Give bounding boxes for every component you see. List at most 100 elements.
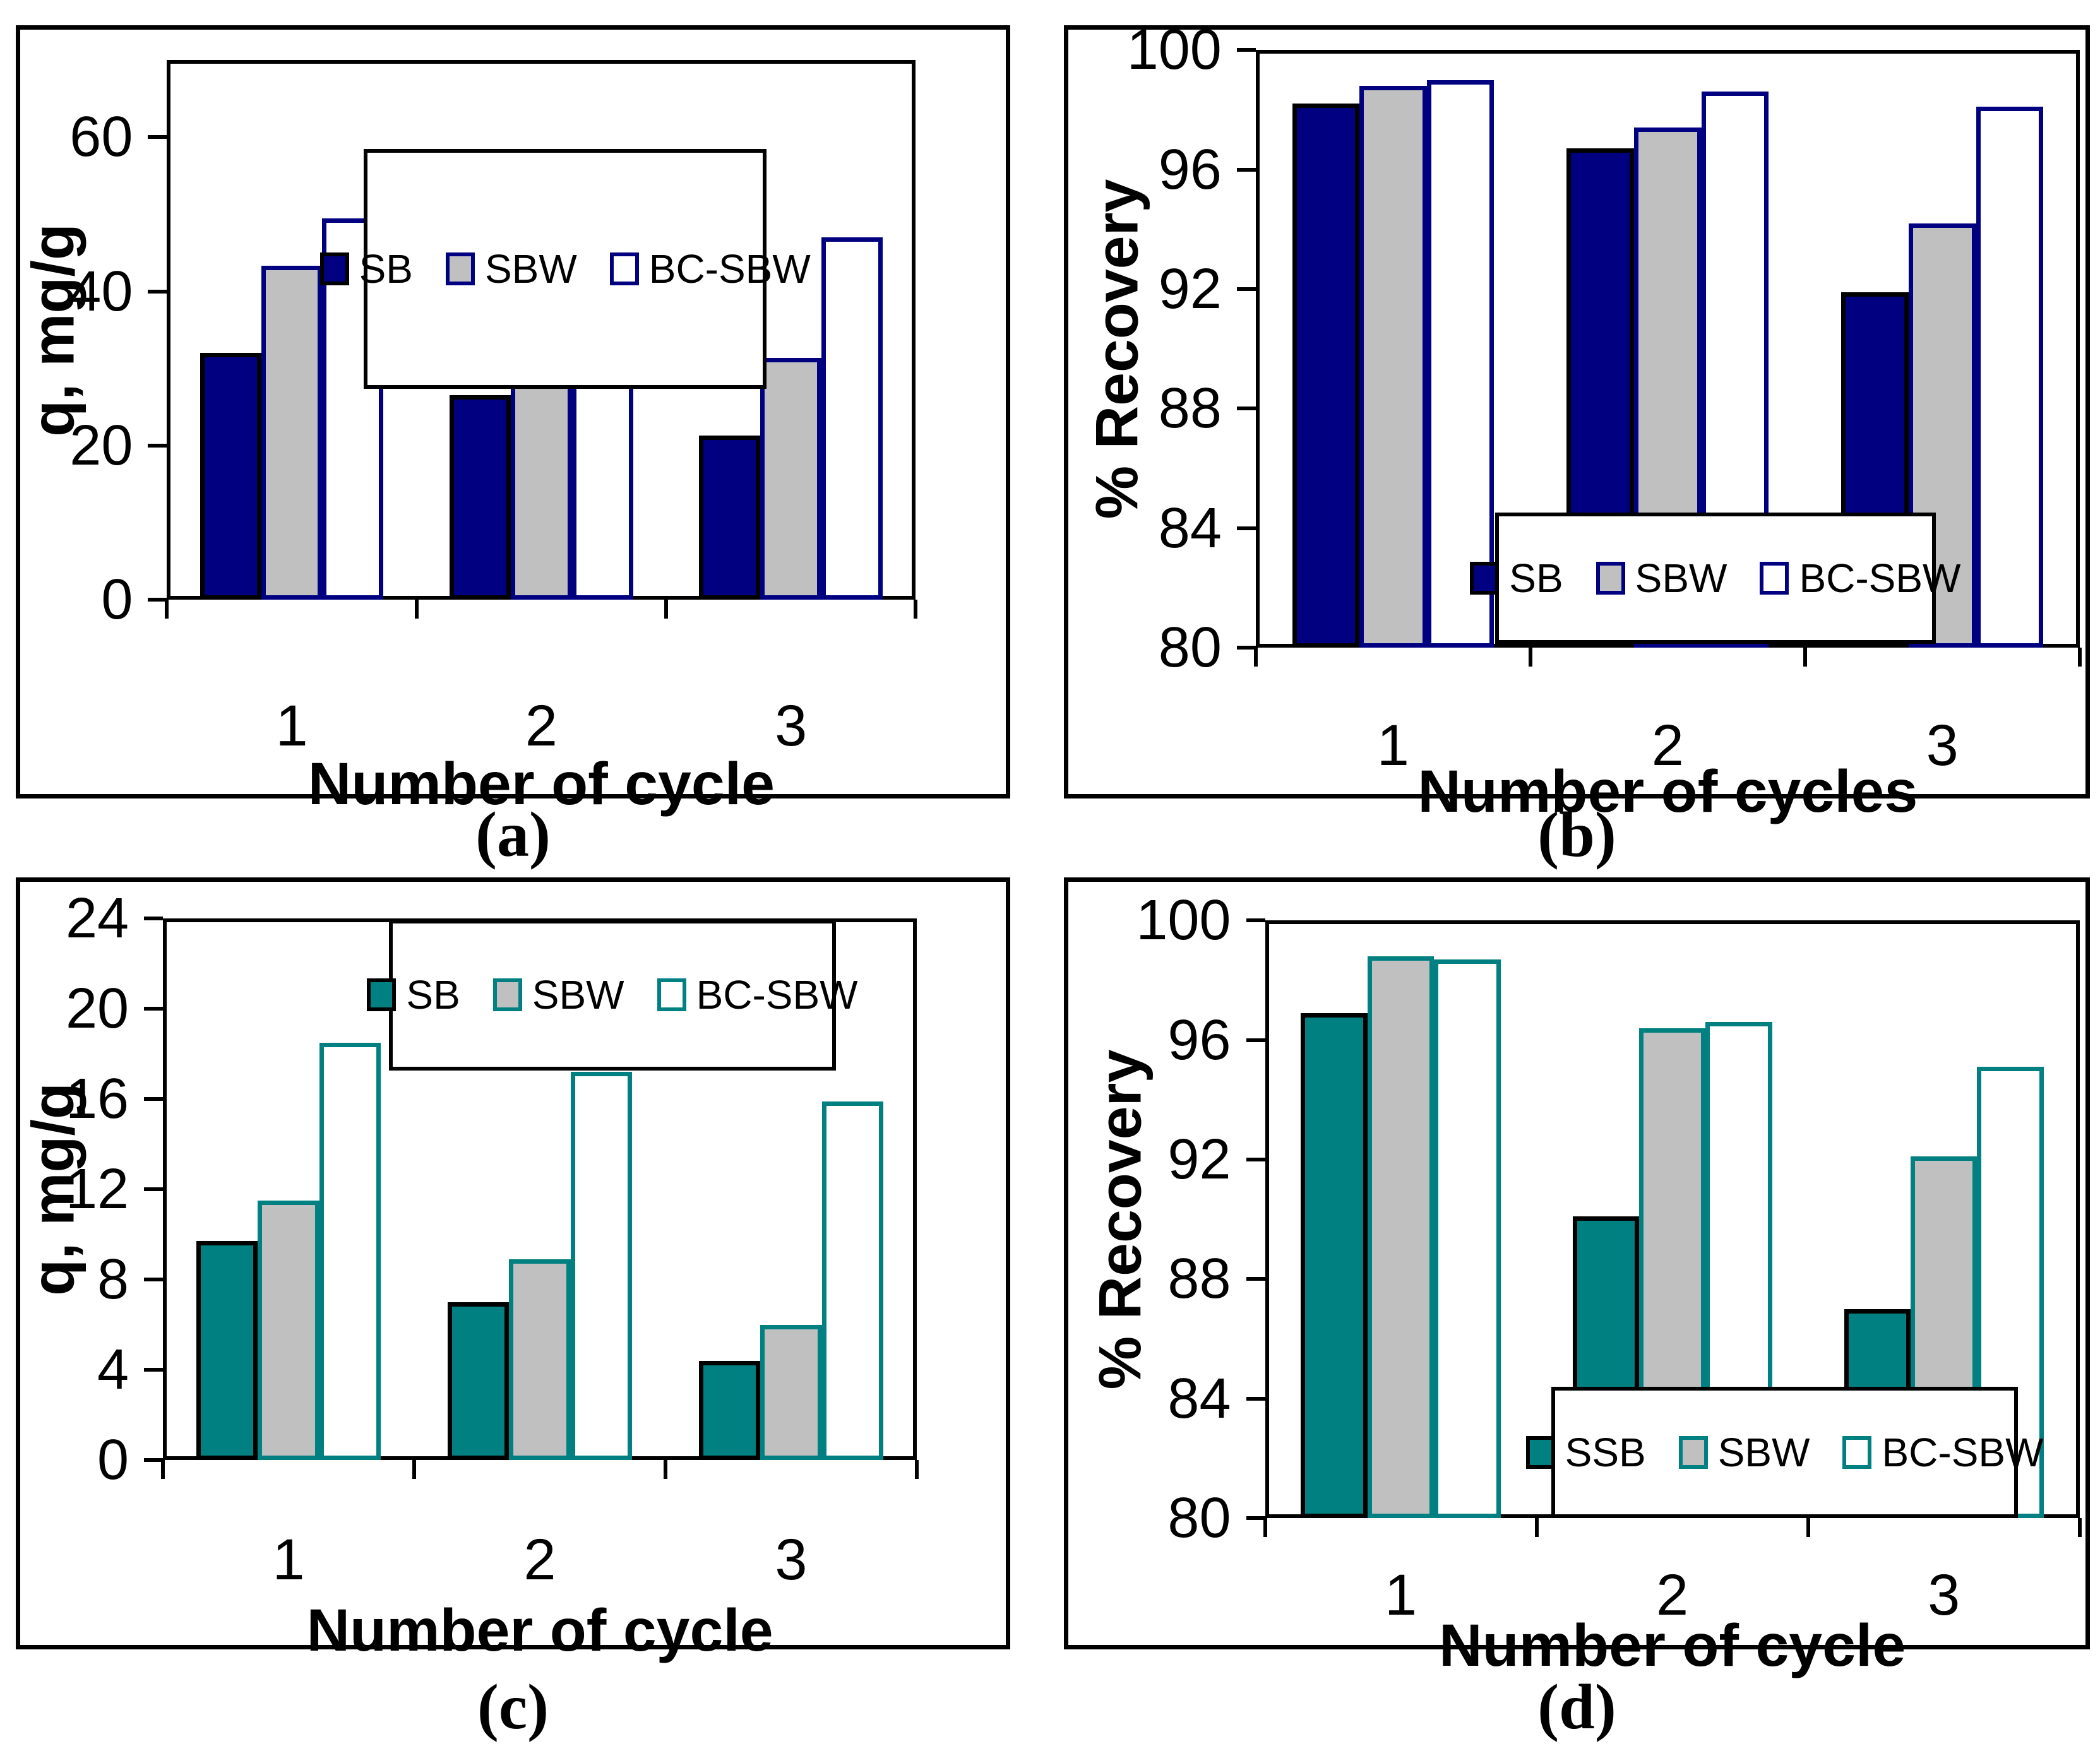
y-tick-mark <box>1236 646 1256 650</box>
bar <box>1292 104 1360 648</box>
bar <box>821 237 883 600</box>
y-axis-title: % Recovery <box>1083 179 1151 519</box>
x-tick-mark <box>161 1460 165 1480</box>
x-tick-mark <box>1263 1518 1267 1538</box>
bar <box>509 1259 571 1461</box>
x-tick-mark <box>1806 1518 1810 1538</box>
y-tick-mark <box>148 598 167 602</box>
legend-item: BC-SBW <box>657 973 858 1017</box>
bar <box>570 1072 633 1461</box>
y-tick-label: 100 <box>1136 889 1231 953</box>
y-axis-title: % Recovery <box>1087 1049 1154 1390</box>
bar <box>760 357 822 600</box>
y-tick-mark <box>1246 1516 1265 1521</box>
category-label: 1 <box>1384 1563 1417 1628</box>
legend-label: SB <box>1509 555 1563 601</box>
y-tick-label: 16 <box>66 1067 129 1131</box>
legend-swatch-icon <box>1760 561 1789 595</box>
y-tick-label: 96 <box>1158 138 1222 201</box>
y-tick-mark <box>144 1006 164 1011</box>
legend: SB SBW BC-SBW <box>319 149 811 389</box>
legend: SB SBW BC-SBW <box>367 920 858 1071</box>
y-tick-label: 80 <box>1167 1487 1231 1550</box>
legend-label: SBW <box>1717 1430 1810 1476</box>
category-label: 1 <box>275 694 308 759</box>
y-tick-mark <box>144 1368 164 1372</box>
y-tick-mark <box>1246 1038 1265 1042</box>
x-axis-title: Number of cycle <box>306 1597 773 1665</box>
legend-item: SBW <box>1596 556 1727 600</box>
legend: SB SBW BC-SBW <box>1470 512 1960 644</box>
y-tick-label: 84 <box>1158 496 1222 560</box>
panel-border <box>1064 25 2090 798</box>
y-tick-label: 100 <box>1126 18 1222 82</box>
category-label: 2 <box>1651 713 1684 778</box>
legend-item: SSB <box>1525 1430 1646 1475</box>
y-tick-mark <box>148 135 167 139</box>
x-tick-mark <box>2077 648 2082 667</box>
y-tick-label: 12 <box>66 1158 129 1221</box>
category-label: 1 <box>1376 713 1409 778</box>
bar <box>261 266 323 600</box>
bar <box>698 1360 761 1461</box>
panel-border <box>16 877 1010 1649</box>
bar <box>1434 959 1501 1519</box>
legend-label: SBW <box>484 246 577 292</box>
legend-swatch-icon <box>1596 561 1625 595</box>
bar <box>760 1324 822 1461</box>
y-tick-label: 8 <box>97 1248 129 1312</box>
y-tick-mark <box>1236 48 1256 52</box>
y-tick-label: 60 <box>69 105 133 169</box>
legend-swatch-icon <box>319 252 349 285</box>
legend-swatch-icon <box>1470 561 1500 595</box>
y-tick-label: 20 <box>69 413 133 477</box>
y-tick-mark <box>148 443 167 448</box>
x-tick-mark <box>414 600 419 619</box>
legend-label: BC-SBW <box>648 246 811 292</box>
legend-item: BC-SBW <box>1760 556 1960 600</box>
bar <box>450 395 511 600</box>
y-tick-label: 40 <box>69 259 133 323</box>
bar <box>1301 1013 1368 1519</box>
y-tick-label: 92 <box>1158 257 1222 321</box>
y-tick-mark <box>1246 1158 1265 1162</box>
bar <box>447 1302 510 1461</box>
category-label: 2 <box>525 694 558 759</box>
panel-c: 0 4 8 12 16 20 24 1 2 3 Number of cycle q, mg/g SB SB… <box>16 877 1010 1663</box>
legend: SSB SBW BC-SBW <box>1525 1387 2043 1519</box>
x-tick-mark <box>1528 648 1532 667</box>
x-tick-mark <box>664 1460 667 1480</box>
bar <box>1367 956 1435 1519</box>
subfigure-caption-c: (c) <box>477 1671 549 1743</box>
panel-border <box>16 25 1010 798</box>
y-tick-mark <box>144 1458 164 1463</box>
legend-label: BC-SBW <box>1882 1430 2044 1476</box>
legend-item: BC-SBW <box>609 246 811 292</box>
subfigure-caption-b: (b) <box>1537 799 1616 870</box>
legend-swatch-icon <box>1525 1436 1555 1469</box>
category-label: 3 <box>775 694 808 759</box>
panel-border <box>1064 877 2090 1649</box>
y-tick-mark <box>144 1187 164 1192</box>
legend-swatch-icon <box>1842 1436 1872 1469</box>
y-tick-label: 88 <box>1158 377 1222 441</box>
legend-label: SBW <box>1635 555 1727 601</box>
legend-swatch-icon <box>657 978 686 1012</box>
y-tick-mark <box>1236 287 1256 291</box>
legend-label: SB <box>406 972 460 1018</box>
legend-item: SB <box>367 973 460 1017</box>
bar <box>258 1200 319 1461</box>
bar <box>1976 107 2044 648</box>
y-tick-label: 88 <box>1167 1247 1231 1311</box>
y-tick-mark <box>1236 167 1256 172</box>
legend-swatch-icon <box>445 252 475 285</box>
y-tick-label: 96 <box>1167 1008 1231 1072</box>
legend-label: SB <box>359 246 413 292</box>
x-tick-mark <box>165 600 169 619</box>
category-label: 3 <box>1928 1563 1960 1628</box>
legend-swatch-icon <box>1678 1436 1708 1469</box>
x-tick-mark <box>1253 648 1258 667</box>
y-tick-label: 20 <box>66 976 129 1040</box>
x-tick-mark <box>1534 1518 1539 1538</box>
